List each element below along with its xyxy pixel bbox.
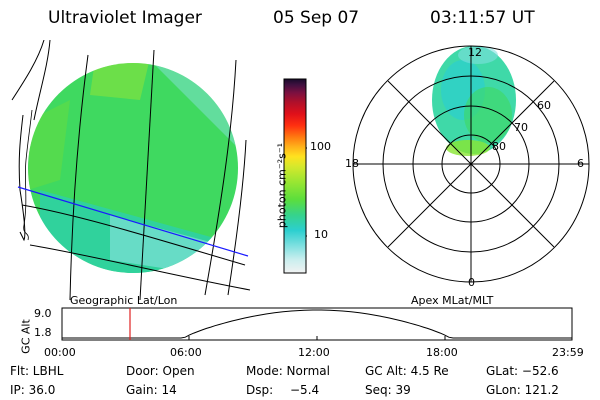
filter-info: Flt: LBHL [10,364,64,378]
glon-info: GLon: 121.2 [486,383,559,397]
polar-grid [352,45,590,283]
polar-emission [432,46,516,156]
alt-tick-top: 9.0 [34,307,52,320]
colorbar-ticks [306,147,307,237]
mlt-label-0: 0 [468,276,475,289]
alt-x-ticks [188,336,446,340]
mlat-label-80: 80 [492,140,506,153]
gc-alt-info: GC Alt: 4.5 Re [365,364,449,378]
ip-info: IP: 36.0 [10,383,56,397]
alt-tick-bottom: 1.8 [34,326,52,339]
colorbar [283,78,307,274]
alt-xtick-0000: 00:00 [44,346,76,359]
door-info: Door: Open [126,364,195,378]
altitude-plot [61,307,573,341]
instrument-title: Ultraviolet Imager [48,8,202,28]
alt-xtick-1800: 18:00 [426,346,458,359]
alt-xtick-2359: 23:59 [552,346,584,359]
alt-xtick-0600: 06:00 [170,346,202,359]
colorbar-tick-100: 100 [310,140,331,153]
geographic-map [11,40,251,300]
mode-info: Mode: Normal [246,364,330,378]
alt-axis-label: GC Alt [19,319,33,354]
time-label: 03:11:57 UT [430,8,535,28]
glat-info: GLat: −52.6 [486,364,559,378]
polar-map [352,45,590,283]
coastline [23,109,33,241]
seq-info: Seq: 39 [365,383,411,397]
colorbar-tick-10: 10 [314,228,328,241]
gain-info: Gain: 14 [126,383,177,397]
date-label: 05 Sep 07 [273,8,360,28]
colorbar-label: photon cm⁻²s⁻¹ [275,142,289,229]
mlat-label-70: 70 [514,121,528,134]
mlt-label-12: 12 [468,46,482,59]
mlt-label-6: 6 [577,157,584,170]
alt-xtick-1200: 12:00 [298,346,330,359]
geo-grid [11,40,251,300]
terminator-line [17,186,249,257]
dsp-label: Dsp: [246,383,274,397]
geo-map-label: Geographic Lat/Lon [70,294,178,307]
mlt-label-18: 18 [345,157,359,170]
altitude-curve [62,309,572,339]
polar-map-label: Apex MLat/MLT [411,294,494,307]
dsp-value: −5.4 [290,383,320,397]
mlat-label-60: 60 [537,99,551,112]
